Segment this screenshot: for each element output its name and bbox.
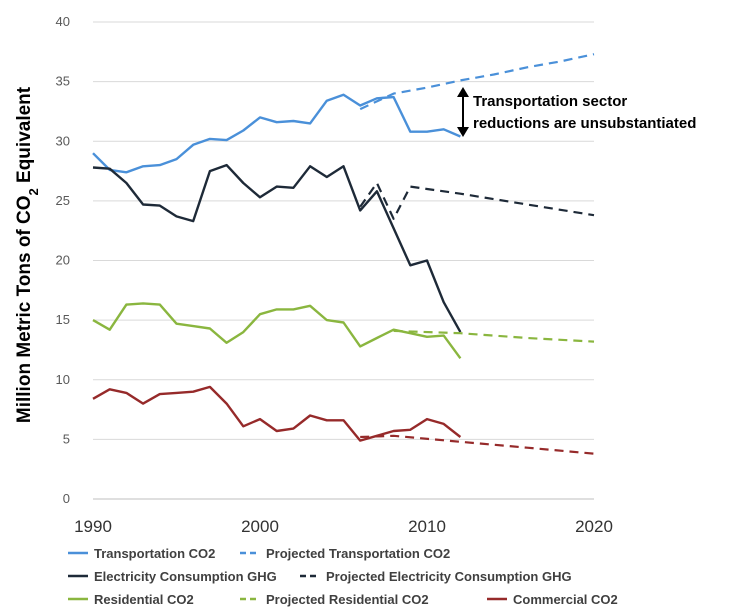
y-tick-label: 40 — [56, 14, 70, 29]
grid-lines — [93, 21, 594, 440]
series-line-5 — [393, 329, 595, 343]
y-tick-label: 5 — [63, 431, 70, 446]
y-tick-label: 30 — [56, 133, 70, 148]
legend-label: Projected Residential CO2 — [266, 592, 429, 607]
series-line-7 — [360, 434, 595, 455]
y-axis-ticks: 0 5 10 15 20 25 30 35 40 — [56, 14, 70, 506]
legend: Transportation CO2 Projected Transportati… — [68, 546, 618, 607]
x-axis-ticks: 1990 2000 2010 2020 — [74, 517, 613, 536]
y-axis-label: Million Metric Tons of CO2 Equivalent — [14, 86, 41, 423]
legend-label: Projected Transportation CO2 — [266, 546, 450, 561]
x-tick-label: 2000 — [241, 517, 279, 536]
legend-label: Projected Electricity Consumption GHG — [326, 569, 572, 584]
legend-label: Commercial CO2 — [513, 592, 618, 607]
legend-label: Transportation CO2 — [94, 546, 215, 561]
y-tick-label: 15 — [56, 312, 70, 327]
series-line-1 — [359, 53, 595, 111]
y-tick-label: 20 — [56, 253, 70, 268]
annotation-line-2: reductions are unsubstantiated — [473, 115, 696, 132]
legend-label: Residential CO2 — [94, 592, 194, 607]
annotation-line-1: Transportation sector — [473, 93, 627, 110]
series-line-4 — [92, 302, 462, 360]
y-tick-label: 25 — [56, 193, 70, 208]
annotation-arrow — [457, 87, 469, 137]
series-lines — [92, 53, 595, 455]
x-tick-label: 2010 — [408, 517, 446, 536]
x-tick-label: 2020 — [575, 517, 613, 536]
legend-label: Electricity Consumption GHG — [94, 569, 277, 584]
x-tick-label: 1990 — [74, 517, 112, 536]
series-line-6 — [92, 385, 462, 442]
y-tick-label: 10 — [56, 372, 70, 387]
y-tick-label: 35 — [56, 74, 70, 89]
series-line-0 — [92, 93, 461, 174]
y-tick-label: 0 — [63, 491, 70, 506]
series-line-2 — [92, 163, 462, 333]
